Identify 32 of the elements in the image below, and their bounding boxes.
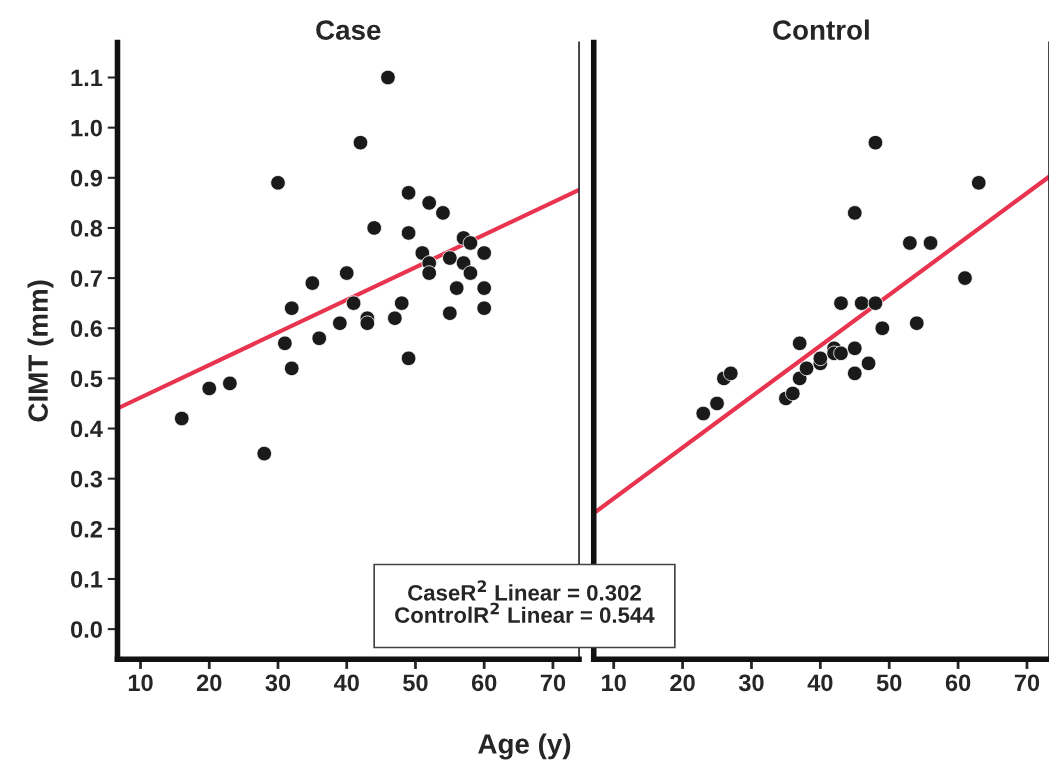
y-tick-label: 0.7 <box>71 270 102 287</box>
x-tick-label: 40 <box>333 674 359 692</box>
annotation: ControlR$^{2}$ Linear = 0.544 <box>395 602 655 623</box>
y-tick-label: 0.3 <box>71 470 103 488</box>
chart-title: Control <box>773 19 869 40</box>
y-tick-label: 0.8 <box>71 220 103 237</box>
y-tick-label: 1.1 <box>71 69 103 87</box>
x-tick-label: 10 <box>602 674 626 692</box>
x-tick-label: 20 <box>670 674 695 692</box>
x-tick-label: 50 <box>403 674 428 692</box>
y-tick-label: 0.4 <box>71 420 103 438</box>
x-tick-label: 30 <box>738 674 764 692</box>
y-tick-label: 0.2 <box>71 520 102 538</box>
x-axis-title: Age (y) <box>478 733 571 760</box>
x-tick-label: 60 <box>945 674 971 692</box>
y-tick-label: 1.0 <box>71 119 102 137</box>
y-tick-label: 0.0 <box>71 621 102 638</box>
x-tick-label: 60 <box>471 674 497 692</box>
y-tick-label: 0.9 <box>71 169 103 187</box>
x-tick-label: 50 <box>876 674 902 692</box>
annotation: CaseR$^{2}$ Linear = 0.302 <box>408 580 641 601</box>
y-axis-title: CIMT (mm) <box>27 280 54 422</box>
x-tick-label: 30 <box>265 674 291 692</box>
chart-title: Case <box>316 20 381 40</box>
y-tick-label: 0.5 <box>71 370 103 388</box>
x-tick-label: 70 <box>1014 674 1040 692</box>
x-tick-label: 70 <box>540 674 566 692</box>
y-tick-label: 0.1 <box>71 571 103 588</box>
x-tick-label: 40 <box>807 674 833 692</box>
x-tick-label: 10 <box>128 674 153 692</box>
x-tick-label: 20 <box>196 674 222 692</box>
y-tick-label: 0.6 <box>71 320 103 338</box>
